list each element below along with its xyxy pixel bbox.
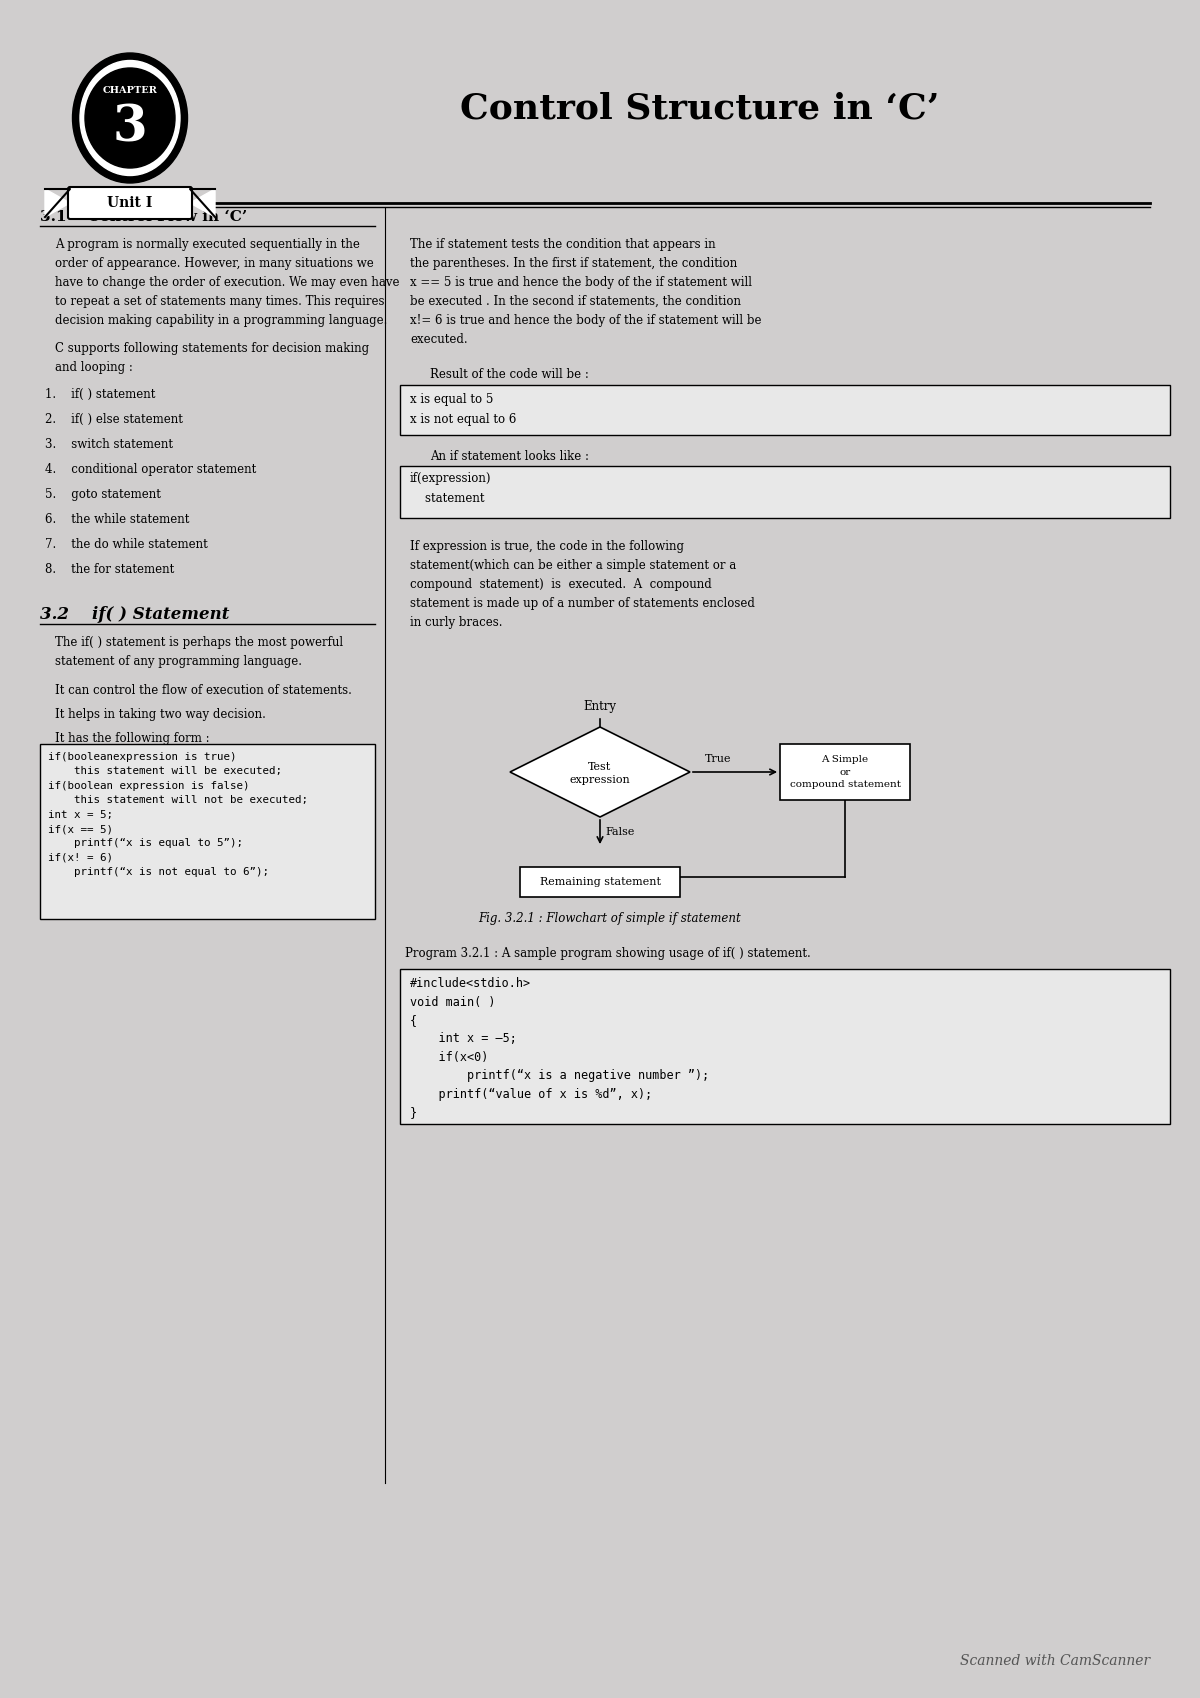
Ellipse shape [72,53,187,183]
FancyBboxPatch shape [400,385,1170,435]
Text: The if( ) statement is perhaps the most powerful
statement of any programming la: The if( ) statement is perhaps the most … [55,637,343,667]
Text: Program 3.2.1 : A sample program showing usage of if( ) statement.: Program 3.2.1 : A sample program showing… [406,947,811,959]
Text: 5.    goto statement: 5. goto statement [46,487,161,501]
Text: x is equal to 5
x is not equal to 6: x is equal to 5 x is not equal to 6 [410,392,516,426]
Text: 8.    the for statement: 8. the for statement [46,564,174,576]
Text: 1.    if( ) statement: 1. if( ) statement [46,389,155,401]
Ellipse shape [85,68,175,168]
Text: A Simple
or
compound statement: A Simple or compound statement [790,756,900,790]
Text: Fig. 3.2.1 : Flowchart of simple if statement: Fig. 3.2.1 : Flowchart of simple if stat… [479,912,742,925]
Text: CHAPTER: CHAPTER [102,85,157,95]
Text: A program is normally executed sequentially in the
order of appearance. However,: A program is normally executed sequentia… [55,238,400,328]
Text: It helps in taking two way decision.: It helps in taking two way decision. [55,708,266,722]
FancyBboxPatch shape [520,868,680,897]
Polygon shape [46,188,70,217]
Text: #include<stdio.h>
void main( )
{
    int x = –5;
    if(x<0)
        printf(“x i: #include<stdio.h> void main( ) { int x =… [410,976,709,1119]
FancyBboxPatch shape [68,187,192,219]
Text: 3.2    if( ) Statement: 3.2 if( ) Statement [40,606,229,623]
Polygon shape [190,188,215,217]
Text: 7.    the do while statement: 7. the do while statement [46,538,208,550]
FancyBboxPatch shape [400,465,1170,518]
Text: Result of the code will be :: Result of the code will be : [430,368,589,380]
FancyBboxPatch shape [780,744,910,800]
Text: if(booleanexpression is true)
    this statement will be executed;
if(boolean ex: if(booleanexpression is true) this state… [48,752,308,878]
Text: If expression is true, the code in the following
statement(which can be either a: If expression is true, the code in the f… [410,540,755,628]
Text: 4.    conditional operator statement: 4. conditional operator statement [46,464,257,475]
Text: 2.    if( ) else statement: 2. if( ) else statement [46,413,182,426]
Text: expression: expression [570,774,630,784]
FancyBboxPatch shape [40,744,374,919]
Text: Test: Test [588,762,612,773]
Text: It can control the flow of execution of statements.: It can control the flow of execution of … [55,684,352,696]
Text: The if statement tests the condition that appears in
the parentheses. In the fir: The if statement tests the condition tha… [410,238,762,346]
Polygon shape [510,727,690,817]
Text: False: False [605,827,635,837]
Text: if(expression)
    statement: if(expression) statement [410,472,492,504]
Text: An if statement looks like :: An if statement looks like : [430,450,589,464]
Text: Entry: Entry [583,700,617,713]
Text: C supports following statements for decision making
and looping :: C supports following statements for deci… [55,341,370,374]
Text: Remaining statement: Remaining statement [540,876,660,886]
FancyBboxPatch shape [400,970,1170,1124]
Text: It has the following form :: It has the following form : [55,732,210,745]
Text: True: True [706,754,732,764]
Text: 3.1    Control Flow in ‘C’: 3.1 Control Flow in ‘C’ [40,211,247,224]
Ellipse shape [80,61,180,175]
Text: Control Structure in ‘C’: Control Structure in ‘C’ [461,92,940,126]
Text: Scanned with CamScanner: Scanned with CamScanner [960,1654,1150,1667]
Text: 6.    the while statement: 6. the while statement [46,513,190,526]
Text: 3: 3 [113,104,148,153]
Text: Unit I: Unit I [107,195,152,211]
Text: 3.    switch statement: 3. switch statement [46,438,173,452]
